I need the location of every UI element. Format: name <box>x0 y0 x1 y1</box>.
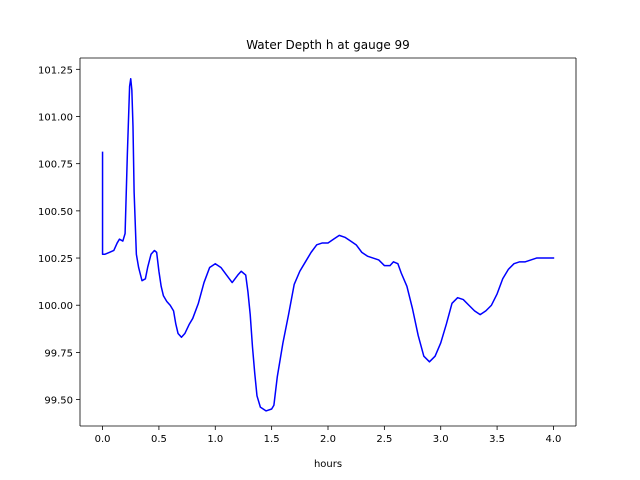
plot-area: 0.0 0.5 1.0 1.5 2.0 2.5 3.0 3.5 4.0 99.50 99.75 100… <box>38 57 577 445</box>
y-tick-label: 100.50 <box>38 207 73 218</box>
series-line-0 <box>101 78 555 412</box>
chart-title: Water Depth h at gauge 99 <box>246 38 410 52</box>
x-tick-label: 0.0 <box>95 434 111 445</box>
y-tick-label: 101.25 <box>38 65 73 76</box>
x-tick-label: 1.0 <box>207 434 223 445</box>
x-tick-label: 1.5 <box>264 434 280 445</box>
x-tick-label: 2.5 <box>376 434 392 445</box>
x-tick-label: 3.0 <box>433 434 449 445</box>
x-axis-label: hours <box>314 459 342 470</box>
x-tick-label: 4.0 <box>546 434 562 445</box>
y-tick-label: 99.75 <box>44 348 73 359</box>
x-tick-label: 2.0 <box>320 434 336 445</box>
y-tick-label: 100.75 <box>38 160 73 171</box>
y-tick-label: 100.00 <box>38 301 73 312</box>
y-tick-label: 101.00 <box>38 113 73 124</box>
x-tick-label: 0.5 <box>151 434 167 445</box>
x-tick-label: 3.5 <box>489 434 505 445</box>
y-tick-label: 99.50 <box>44 396 73 407</box>
y-tick-label: 100.25 <box>38 254 73 265</box>
